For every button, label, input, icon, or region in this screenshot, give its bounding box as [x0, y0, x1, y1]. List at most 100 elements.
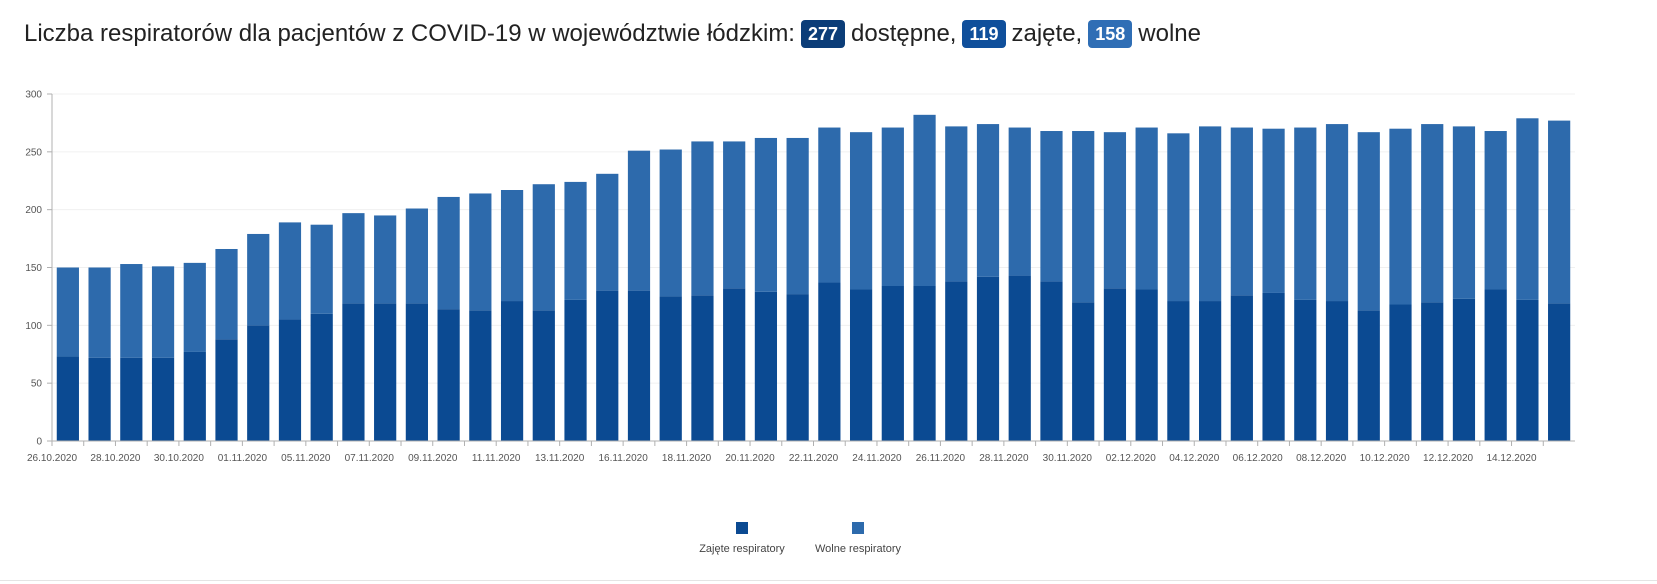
x-tick-label: 01.11.2020 [218, 453, 268, 464]
bar-busy [1103, 288, 1127, 441]
bar-busy [913, 286, 936, 441]
bar-busy [627, 290, 651, 441]
y-tick-label: 250 [25, 147, 42, 158]
x-tick-label: 10.12.2020 [1360, 453, 1410, 464]
x-tick-label: 26.10.2020 [27, 453, 77, 464]
busy-label: zajęte, [1011, 20, 1083, 47]
stacked-bar-chart: 0 50 100 150 200 250 300 26.10.2020 28.10.2020 30… [25, 90, 1575, 555]
bar-free [1452, 126, 1476, 299]
legend-swatch [736, 522, 748, 534]
bar-free [1294, 127, 1317, 300]
x-tick-label: 22.11.2020 [789, 453, 839, 464]
bar-busy [1548, 303, 1571, 441]
bar-busy [1516, 299, 1539, 441]
headline-prefix: Liczba respiratorów dla pacjentów z COVI… [24, 20, 795, 47]
bar-busy [945, 281, 968, 441]
bar-free [564, 181, 587, 300]
bar-free [120, 264, 143, 358]
bar-free [56, 267, 79, 357]
bar-free [247, 233, 270, 326]
bar-free [1230, 127, 1253, 296]
bar-free [1484, 131, 1507, 290]
x-tick-label: 20.11.2020 [725, 453, 775, 464]
bar-free [881, 127, 904, 287]
bar-busy [1072, 302, 1095, 441]
chart-headline: Liczba respiratorów dla pacjentów z COVI… [24, 20, 1201, 48]
x-tick-label: 11.11.2020 [472, 453, 521, 464]
total-label: dostępne, [851, 20, 957, 47]
bar-free [1135, 127, 1158, 290]
bar-busy [469, 310, 492, 441]
bar-free [215, 248, 238, 340]
bar-free [627, 150, 651, 291]
bar-busy [1325, 301, 1349, 441]
bar-free [786, 137, 809, 295]
x-tick-label: 05.11.2020 [281, 453, 331, 464]
bar-busy [1230, 295, 1253, 441]
bar-busy [247, 325, 270, 441]
bottom-divider [0, 580, 1657, 581]
bar-busy [659, 296, 682, 441]
x-tick-label: 07.11.2020 [345, 453, 395, 464]
bar-busy [183, 351, 206, 441]
bar-free [469, 193, 492, 311]
x-tick-label: 04.12.2020 [1169, 453, 1219, 464]
bar-busy [532, 310, 555, 441]
bar-busy [1262, 292, 1285, 441]
x-tick-label: 09.11.2020 [408, 453, 458, 464]
total-ventilators-badge: 277 [800, 20, 846, 48]
x-tick-label: 06.12.2020 [1233, 453, 1283, 464]
bar-busy [1199, 301, 1222, 441]
bar-free [532, 184, 555, 311]
bar-busy [1389, 304, 1412, 441]
bar-busy [310, 313, 333, 441]
legend-label: Zajęte respiratory [699, 543, 785, 555]
bar-free [1167, 133, 1190, 302]
bar-free [1516, 118, 1539, 300]
bar-free [596, 173, 619, 291]
bar-busy [1357, 310, 1380, 441]
bar-busy [849, 289, 873, 441]
bar-free [1262, 128, 1285, 293]
bar-busy [1167, 301, 1190, 441]
bar-busy [278, 319, 302, 441]
bar-busy [151, 357, 175, 441]
bar-free [1389, 128, 1412, 305]
bar-free [1072, 131, 1095, 303]
bar-free [1040, 131, 1063, 282]
bar-busy [881, 286, 904, 441]
bar-free [151, 266, 175, 358]
x-tick-label: 26.11.2020 [916, 453, 966, 464]
bar-free [278, 222, 302, 320]
bar-busy [1452, 298, 1476, 441]
bar-busy [723, 288, 746, 441]
bar-free [342, 213, 365, 304]
bar-busy [88, 357, 111, 441]
x-tick-label: 02.12.2020 [1106, 453, 1156, 464]
bar-free [1008, 127, 1031, 276]
x-tick-label: 18.11.2020 [662, 453, 712, 464]
free-label: wolne [1138, 20, 1201, 47]
bar-busy [1040, 281, 1063, 441]
bar-free [1325, 124, 1349, 302]
bar-busy [1484, 289, 1507, 441]
y-tick-label: 300 [25, 90, 42, 101]
x-tick-label: 28.11.2020 [979, 453, 1029, 464]
bar-free [1548, 120, 1571, 304]
bar-free [945, 126, 968, 282]
bar-busy [976, 276, 1000, 441]
bar-busy [596, 290, 619, 441]
bar-free [818, 127, 841, 283]
bar-free [723, 141, 746, 289]
free-ventilators-badge: 158 [1088, 20, 1133, 48]
bar-free [754, 137, 778, 292]
bar-free [1357, 132, 1380, 311]
bar-busy [564, 299, 587, 441]
bar-busy [437, 309, 460, 441]
bar-free [1421, 124, 1444, 303]
x-tick-label: 08.12.2020 [1296, 453, 1346, 464]
bar-free [659, 149, 682, 297]
x-tick-label: 30.11.2020 [1043, 453, 1093, 464]
y-tick-label: 50 [31, 379, 43, 390]
bar-busy [342, 303, 365, 441]
